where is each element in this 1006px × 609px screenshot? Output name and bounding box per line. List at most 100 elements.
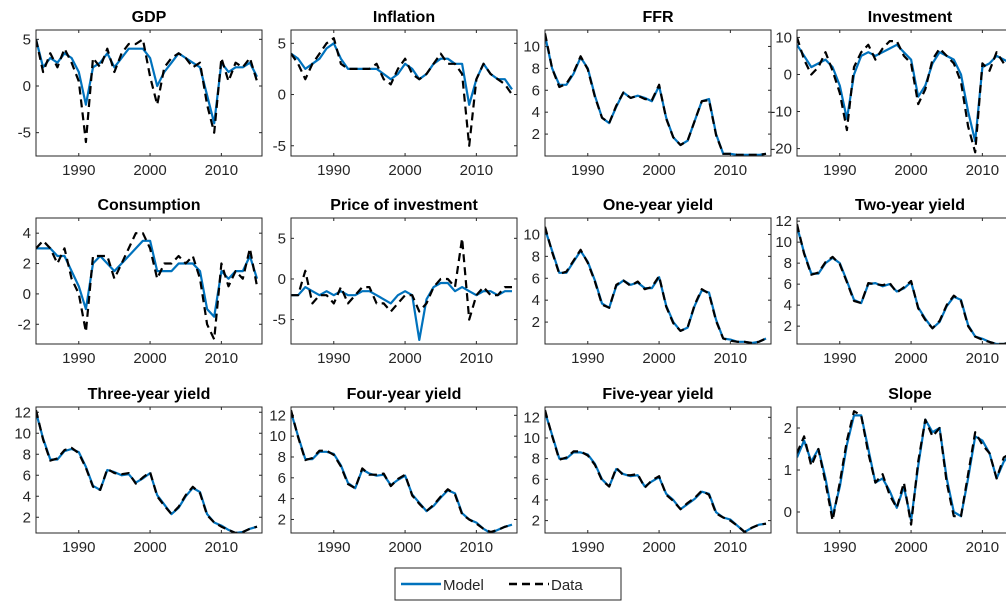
- y-tick-label: 2: [532, 126, 540, 143]
- y-tick-label: -20: [770, 141, 792, 158]
- x-tick-label: 1990: [571, 162, 604, 179]
- axes-box: [544, 29, 772, 157]
- y-tick-label: 10: [523, 226, 540, 243]
- series-line: [291, 42, 513, 106]
- y-tick-label: -5: [18, 125, 31, 142]
- plot-area: [545, 30, 771, 156]
- axes-box: [544, 217, 772, 345]
- y-tick-label: 1: [784, 462, 792, 479]
- y-tick-label: 5: [278, 230, 286, 247]
- y-tick-label: 0: [23, 286, 31, 303]
- axes-box: [35, 29, 263, 157]
- plot-area: [291, 30, 517, 156]
- plot-area: [36, 30, 262, 156]
- plot-area: [545, 407, 771, 533]
- y-tick-label: 10: [775, 29, 792, 46]
- x-tick-label: 2000: [642, 539, 675, 556]
- x-tick-label: 2000: [388, 539, 421, 556]
- y-tick-label: 4: [532, 292, 540, 309]
- series-line: [797, 410, 1006, 526]
- x-tick-label: 2000: [642, 162, 675, 179]
- x-tick-label: 2010: [966, 162, 999, 179]
- x-tick-label: 1990: [571, 539, 604, 556]
- y-tick-label: 10: [269, 428, 286, 445]
- panel-title: Inflation: [373, 9, 435, 26]
- series-line: [291, 37, 513, 147]
- y-tick-label: -5: [273, 138, 286, 155]
- panel: GDP -5 0 5 1990 2000 2010: [18, 9, 263, 179]
- y-tick-label: 6: [532, 82, 540, 99]
- y-tick-label: 12: [14, 404, 31, 421]
- x-tick-label: 1990: [317, 539, 350, 556]
- legend-label: Data: [551, 577, 583, 594]
- y-tick-label: 4: [784, 297, 792, 314]
- y-tick-label: 4: [23, 225, 31, 242]
- x-tick-label: 2010: [714, 162, 747, 179]
- x-tick-label: 1990: [823, 162, 856, 179]
- y-tick-label: 4: [532, 104, 540, 121]
- panel-title: Consumption: [97, 197, 200, 214]
- y-tick-label: 0: [278, 87, 286, 104]
- y-tick-label: 6: [23, 467, 31, 484]
- y-tick-label: 10: [523, 430, 540, 447]
- y-tick-label: 0: [278, 271, 286, 288]
- x-tick-label: 2000: [133, 162, 166, 179]
- y-tick-label: 12: [523, 409, 540, 426]
- x-tick-label: 2000: [133, 350, 166, 367]
- y-tick-label: 12: [269, 407, 286, 424]
- y-tick-label: 5: [23, 31, 31, 48]
- axes-box: [796, 29, 1006, 157]
- series-line: [36, 39, 258, 125]
- x-tick-label: 2010: [714, 350, 747, 367]
- x-tick-label: 2010: [460, 350, 493, 367]
- y-tick-label: 2: [23, 256, 31, 273]
- plot-area: [36, 218, 262, 344]
- axes-box: [35, 406, 263, 534]
- panel: One-year yield 2 4 6 8 10 1990 2000 2010: [523, 197, 772, 367]
- x-tick-label: 1990: [62, 350, 95, 367]
- x-tick-label: 2000: [388, 162, 421, 179]
- panel: Three-year yield 2 4 6 8 10 12 1990 2000 2010: [14, 386, 263, 556]
- panel: Consumption -2 0 2 4 1990 2000 2010: [18, 197, 263, 367]
- panel-title: Slope: [888, 386, 932, 403]
- panel: Five-year yield 2 4 6 8 10 12 1990 2000 2010: [523, 386, 772, 556]
- y-tick-label: 8: [532, 451, 540, 468]
- series-line: [36, 232, 259, 341]
- y-tick-label: 8: [532, 248, 540, 265]
- y-tick-label: 4: [23, 488, 31, 505]
- panel-title: One-year yield: [603, 197, 713, 214]
- panel-title: Two-year yield: [855, 197, 965, 214]
- axes-box: [544, 406, 772, 534]
- panel-title: FFR: [642, 9, 674, 26]
- y-tick-label: 10: [14, 425, 31, 442]
- axes-box: [290, 29, 518, 157]
- series-line: [545, 409, 767, 533]
- y-tick-label: 2: [532, 513, 540, 530]
- panel: FFR 2 4 6 8 10 1990 2000 2010: [523, 9, 772, 179]
- x-tick-label: 1990: [62, 539, 95, 556]
- y-tick-label: 6: [278, 470, 286, 487]
- x-tick-label: 2010: [460, 162, 493, 179]
- y-tick-label: 8: [278, 449, 286, 466]
- y-tick-label: 2: [784, 420, 792, 437]
- y-tick-label: 10: [775, 234, 792, 251]
- series-line: [545, 33, 767, 156]
- legend-label: Model: [443, 577, 484, 594]
- y-tick-label: 0: [23, 78, 31, 95]
- x-tick-label: 1990: [62, 162, 95, 179]
- x-tick-label: 2000: [133, 539, 166, 556]
- y-tick-label: 12: [775, 213, 792, 230]
- panel: Price of investment -5 0 5 1990 2000 2010: [273, 197, 518, 367]
- y-tick-label: 8: [23, 446, 31, 463]
- plot-area: [36, 407, 262, 533]
- panel: Investment -20 -10 0 10 1990 2000 2010: [770, 9, 1006, 179]
- panel-title: Four-year yield: [347, 386, 462, 403]
- x-tick-label: 2000: [388, 350, 421, 367]
- series-line: [797, 37, 1006, 154]
- panel-title: Price of investment: [330, 197, 478, 214]
- y-tick-label: -2: [18, 316, 31, 333]
- x-tick-label: 1990: [317, 162, 350, 179]
- panel: Slope 0 1 2 1990 2000 2010: [784, 386, 1006, 556]
- x-tick-label: 2000: [642, 350, 675, 367]
